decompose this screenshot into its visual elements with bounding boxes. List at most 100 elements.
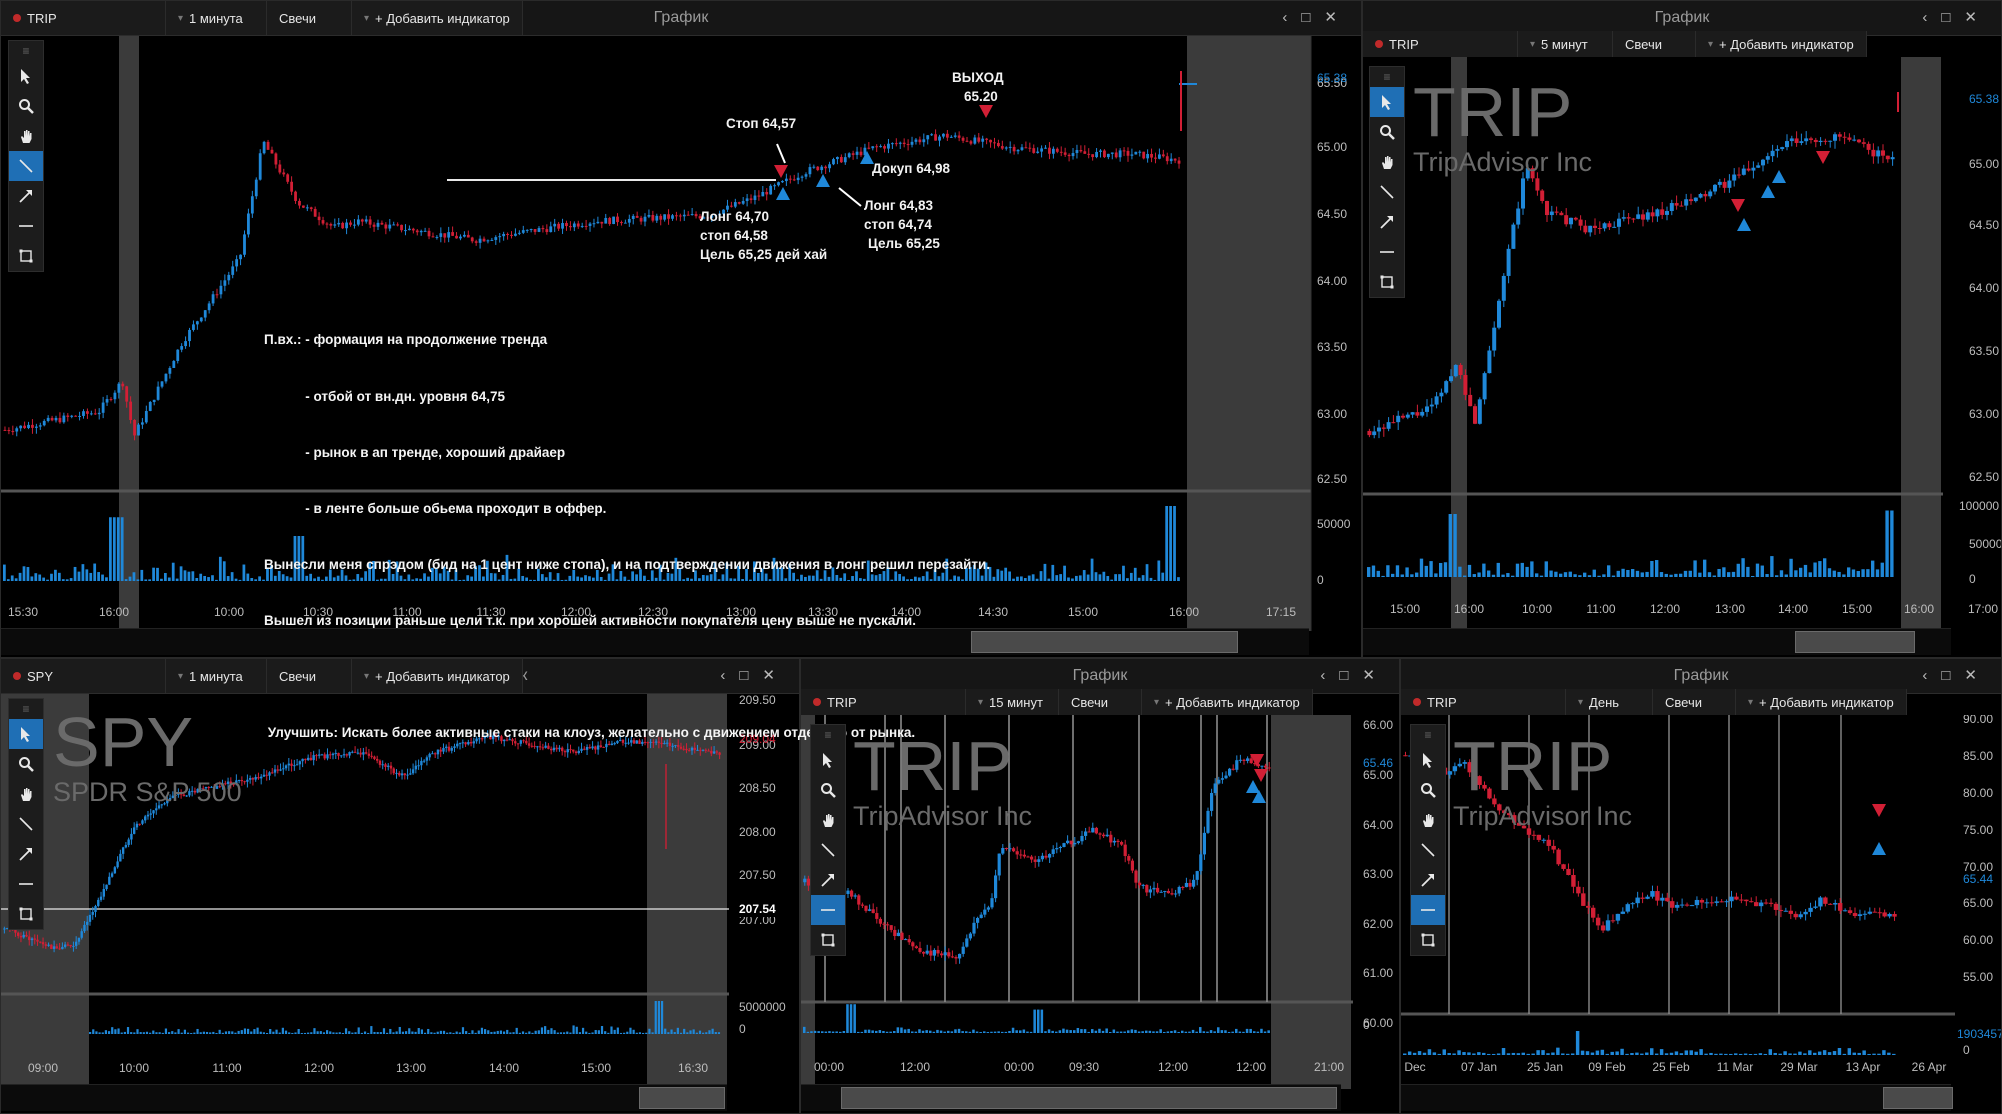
collapse-icon[interactable]: ‹ xyxy=(720,667,740,684)
pan-tool-icon[interactable] xyxy=(9,121,43,151)
hline-tool-icon[interactable] xyxy=(1411,895,1445,925)
rect-tool-icon[interactable] xyxy=(9,241,43,271)
candle-body xyxy=(1420,411,1425,416)
pan-tool-icon[interactable] xyxy=(811,805,845,835)
navigator-window[interactable] xyxy=(1795,631,1915,653)
rect-tool-icon[interactable] xyxy=(9,899,43,929)
volume-bar xyxy=(1027,575,1031,581)
interval-dropdown[interactable]: ▾ 5 минут xyxy=(1518,31,1613,57)
drag-handle[interactable]: ≡ xyxy=(824,728,832,742)
hline-tool-icon[interactable] xyxy=(811,895,845,925)
volume-bar xyxy=(917,577,921,581)
x-axis-label: 13 Apr xyxy=(1846,1060,1881,1074)
style-dropdown[interactable]: Свечи xyxy=(267,659,352,693)
style-dropdown[interactable]: Свечи xyxy=(267,1,352,35)
arrow-tool-icon[interactable] xyxy=(9,181,43,211)
pointer-tool-icon[interactable] xyxy=(9,719,43,749)
pan-tool-icon[interactable] xyxy=(1411,805,1445,835)
zoom-tool-icon[interactable] xyxy=(9,749,43,779)
rect-tool-icon[interactable] xyxy=(1411,925,1445,955)
symbol-selector[interactable]: SPY xyxy=(1,659,166,693)
candle-body xyxy=(1447,771,1453,775)
price-chart[interactable]: 90.0085.0080.0075.0070.0065.0060.0055.00… xyxy=(1401,715,2002,1089)
navigator-scrollbar[interactable] xyxy=(1401,1084,1953,1111)
zoom-tool-icon[interactable] xyxy=(9,91,43,121)
style-dropdown[interactable]: Свечи xyxy=(1059,689,1142,715)
navigator-window[interactable] xyxy=(841,1087,1337,1109)
symbol-selector[interactable]: TRIP xyxy=(801,689,966,715)
pointer-tool-icon[interactable] xyxy=(811,745,845,775)
symbol-selector[interactable]: TRIP xyxy=(1401,689,1566,715)
line-tool-icon[interactable] xyxy=(9,809,43,839)
arrow-tool-icon[interactable] xyxy=(1411,865,1445,895)
close-icon[interactable]: ✕ xyxy=(1324,9,1351,26)
navigator-window[interactable] xyxy=(639,1087,725,1109)
navigator-window[interactable] xyxy=(971,631,1238,653)
arrow-tool-icon[interactable] xyxy=(811,865,845,895)
maximize-icon[interactable]: □ xyxy=(1339,667,1363,684)
zoom-tool-icon[interactable] xyxy=(1370,117,1404,147)
navigator-scrollbar[interactable] xyxy=(1363,628,1951,655)
pan-tool-icon[interactable] xyxy=(9,779,43,809)
maximize-icon[interactable]: □ xyxy=(1941,667,1965,684)
hline-tool-icon[interactable] xyxy=(1370,237,1404,267)
zoom-tool-icon[interactable] xyxy=(1411,775,1445,805)
candle-body xyxy=(174,794,177,796)
maximize-icon[interactable]: □ xyxy=(739,667,763,684)
add-indicator-button[interactable]: ▾ + Добавить индикатор xyxy=(352,1,523,35)
collapse-icon[interactable]: ‹ xyxy=(1320,667,1340,684)
line-tool-icon[interactable] xyxy=(9,151,43,181)
add-indicator-button[interactable]: ▾ + Добавить индикатор xyxy=(352,659,523,693)
add-indicator-button[interactable]: ▾ + Добавить индикатор xyxy=(1142,689,1313,715)
rect-tool-icon[interactable] xyxy=(811,925,845,955)
zoom-tool-icon[interactable] xyxy=(811,775,845,805)
line-tool-icon[interactable] xyxy=(811,835,845,865)
watermark-name: TripAdvisor Inc xyxy=(1413,147,1593,177)
close-icon[interactable]: ✕ xyxy=(1964,667,1991,684)
navigator-scrollbar[interactable] xyxy=(1,1084,727,1111)
maximize-icon[interactable]: □ xyxy=(1301,9,1325,26)
rect-tool-icon[interactable] xyxy=(1370,267,1404,297)
price-chart[interactable]: 66.0065.0064.0063.0062.0061.0060.0065.46… xyxy=(801,715,1400,1089)
navigator-window[interactable] xyxy=(1883,1087,1953,1109)
drag-handle[interactable]: ≡ xyxy=(1383,70,1391,84)
volume-bar xyxy=(591,1032,594,1034)
arrow-tool-icon[interactable] xyxy=(9,839,43,869)
price-chart[interactable]: 65.0064.5064.0063.5063.0062.5065.3810000… xyxy=(1363,57,2002,631)
add-indicator-button[interactable]: ▾ + Добавить индикатор xyxy=(1736,689,1907,715)
interval-dropdown[interactable]: ▾ День xyxy=(1566,689,1653,715)
pointer-tool-icon[interactable] xyxy=(9,61,43,91)
drag-handle[interactable]: ≡ xyxy=(22,44,30,58)
navigator-scrollbar[interactable] xyxy=(1,628,1309,655)
pointer-tool-icon[interactable] xyxy=(1370,87,1404,117)
pan-tool-icon[interactable] xyxy=(1370,147,1404,177)
hline-tool-icon[interactable] xyxy=(9,211,43,241)
symbol-selector[interactable]: TRIP xyxy=(1363,31,1518,57)
style-dropdown[interactable]: Свечи xyxy=(1653,689,1736,715)
hline-tool-icon[interactable] xyxy=(9,869,43,899)
close-icon[interactable]: ✕ xyxy=(1964,9,1991,26)
drag-handle[interactable]: ≡ xyxy=(1424,728,1432,742)
maximize-icon[interactable]: □ xyxy=(1941,9,1965,26)
drag-handle[interactable]: ≡ xyxy=(22,702,30,716)
add-indicator-button[interactable]: ▾ + Добавить индикатор xyxy=(1696,31,1867,57)
price-chart[interactable]: 65.5065.0064.5064.0063.5063.0062.5065.38… xyxy=(1,36,1362,631)
volume-bar xyxy=(1506,1053,1511,1055)
symbol-selector[interactable]: TRIP xyxy=(1,1,166,35)
collapse-icon[interactable]: ‹ xyxy=(1922,9,1942,26)
line-tool-icon[interactable] xyxy=(1411,835,1445,865)
interval-dropdown[interactable]: ▾ 15 минут xyxy=(966,689,1059,715)
candle-body xyxy=(326,754,329,759)
line-tool-icon[interactable] xyxy=(1370,177,1404,207)
collapse-icon[interactable]: ‹ xyxy=(1282,9,1302,26)
style-dropdown[interactable]: Свечи xyxy=(1613,31,1696,57)
volume-bar xyxy=(862,578,866,581)
arrow-tool-icon[interactable] xyxy=(1370,207,1404,237)
close-icon[interactable]: ✕ xyxy=(762,667,789,684)
interval-dropdown[interactable]: ▾ 1 минута xyxy=(166,659,267,693)
pointer-tool-icon[interactable] xyxy=(1411,745,1445,775)
collapse-icon[interactable]: ‹ xyxy=(1922,667,1942,684)
interval-dropdown[interactable]: ▾ 1 минута xyxy=(166,1,267,35)
navigator-scrollbar[interactable] xyxy=(801,1084,1341,1111)
close-icon[interactable]: ✕ xyxy=(1362,667,1389,684)
